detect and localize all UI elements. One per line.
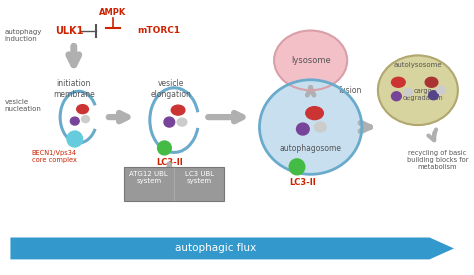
Polygon shape — [10, 238, 454, 259]
Ellipse shape — [392, 77, 405, 87]
Circle shape — [289, 159, 305, 175]
Ellipse shape — [425, 77, 438, 87]
Ellipse shape — [306, 107, 323, 120]
Circle shape — [158, 141, 171, 155]
Text: autolysosome: autolysosome — [393, 62, 442, 68]
Ellipse shape — [259, 80, 362, 174]
Text: LC3-II: LC3-II — [290, 178, 316, 187]
Text: cargo
degradation: cargo degradation — [402, 88, 443, 101]
Ellipse shape — [77, 105, 89, 114]
Text: lysosome: lysosome — [291, 56, 330, 65]
Text: autophagic flux: autophagic flux — [174, 243, 256, 254]
Ellipse shape — [378, 56, 458, 125]
Ellipse shape — [428, 91, 438, 100]
Text: BECN1/Vps34
core complex: BECN1/Vps34 core complex — [32, 150, 77, 163]
Text: AMPK: AMPK — [99, 8, 127, 17]
FancyBboxPatch shape — [125, 167, 224, 201]
Ellipse shape — [404, 88, 412, 96]
Text: recycling of basic
building blocks for
metabolism: recycling of basic building blocks for m… — [407, 150, 468, 170]
Ellipse shape — [274, 31, 347, 90]
Ellipse shape — [177, 118, 187, 126]
Text: mTORC1: mTORC1 — [137, 26, 180, 35]
Text: autophagy
induction: autophagy induction — [5, 29, 42, 42]
Text: ULK1: ULK1 — [55, 26, 83, 35]
Text: fusion: fusion — [339, 86, 362, 95]
Ellipse shape — [70, 117, 79, 125]
Ellipse shape — [315, 122, 326, 132]
Ellipse shape — [392, 92, 401, 101]
Text: initiation
membrane: initiation membrane — [53, 79, 95, 99]
Ellipse shape — [437, 86, 446, 94]
Text: LC3-II: LC3-II — [156, 158, 182, 167]
Ellipse shape — [164, 117, 175, 127]
Ellipse shape — [171, 105, 185, 115]
Text: ATG12 UBL
system: ATG12 UBL system — [129, 171, 168, 184]
Ellipse shape — [82, 116, 90, 123]
Text: vesicle
elongation: vesicle elongation — [151, 79, 191, 99]
Ellipse shape — [297, 123, 309, 135]
Text: autophagosome: autophagosome — [280, 144, 342, 153]
Text: vesicle
nucleation: vesicle nucleation — [5, 99, 41, 112]
Circle shape — [67, 131, 82, 147]
Text: LC3 UBL
system: LC3 UBL system — [185, 171, 214, 184]
